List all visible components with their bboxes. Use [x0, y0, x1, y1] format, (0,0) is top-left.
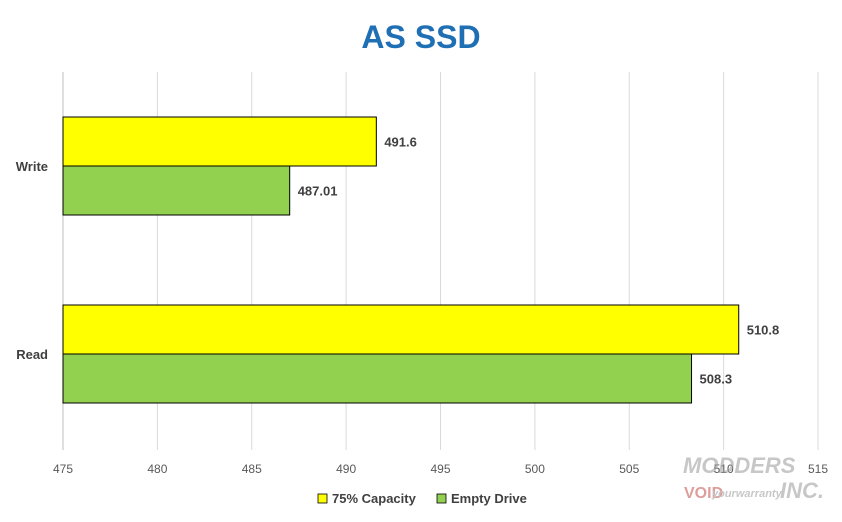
watermark-line4: INC. [780, 478, 824, 503]
watermark-line2: VOID [684, 485, 723, 502]
value-axis: 475 480 485 490 495 500 505 510 515 [53, 462, 828, 476]
x-tick-label: 500 [525, 462, 545, 476]
watermark-logo: MODDERS VOID yourwarranty INC. [683, 453, 824, 503]
legend-swatch [317, 493, 328, 504]
legend-swatch [436, 493, 447, 504]
data-labels: 491.6 487.01 510.8 508.3 [298, 135, 780, 387]
bars [62, 116, 740, 404]
legend-label: 75% Capacity [332, 491, 417, 506]
x-tick-label: 485 [242, 462, 262, 476]
data-label: 508.3 [700, 372, 733, 387]
chart-title: AS SSD [361, 19, 480, 55]
x-tick-label: 505 [619, 462, 639, 476]
bar-capacity-write [62, 116, 377, 167]
watermark-line3: yourwarranty [711, 488, 783, 500]
x-tick-label: 490 [336, 462, 356, 476]
x-tick-label: 510 [714, 462, 734, 476]
watermark-line1: MODDERS [683, 453, 796, 478]
x-tick-label: 515 [808, 462, 828, 476]
bar-capacity-read [62, 304, 740, 355]
x-tick-label: 495 [430, 462, 450, 476]
data-label: 487.01 [298, 184, 338, 199]
category-axis: Write Read [16, 159, 48, 362]
category-label: Read [16, 347, 48, 362]
category-label: Write [16, 159, 48, 174]
bar-empty-read [62, 353, 693, 404]
x-tick-label: 475 [53, 462, 73, 476]
bar-empty-write [62, 165, 291, 216]
legend: 75% Capacity Empty Drive [317, 491, 527, 506]
data-label: 491.6 [384, 135, 417, 150]
legend-label: Empty Drive [451, 491, 527, 506]
x-tick-label: 480 [147, 462, 167, 476]
data-label: 510.8 [747, 323, 780, 338]
